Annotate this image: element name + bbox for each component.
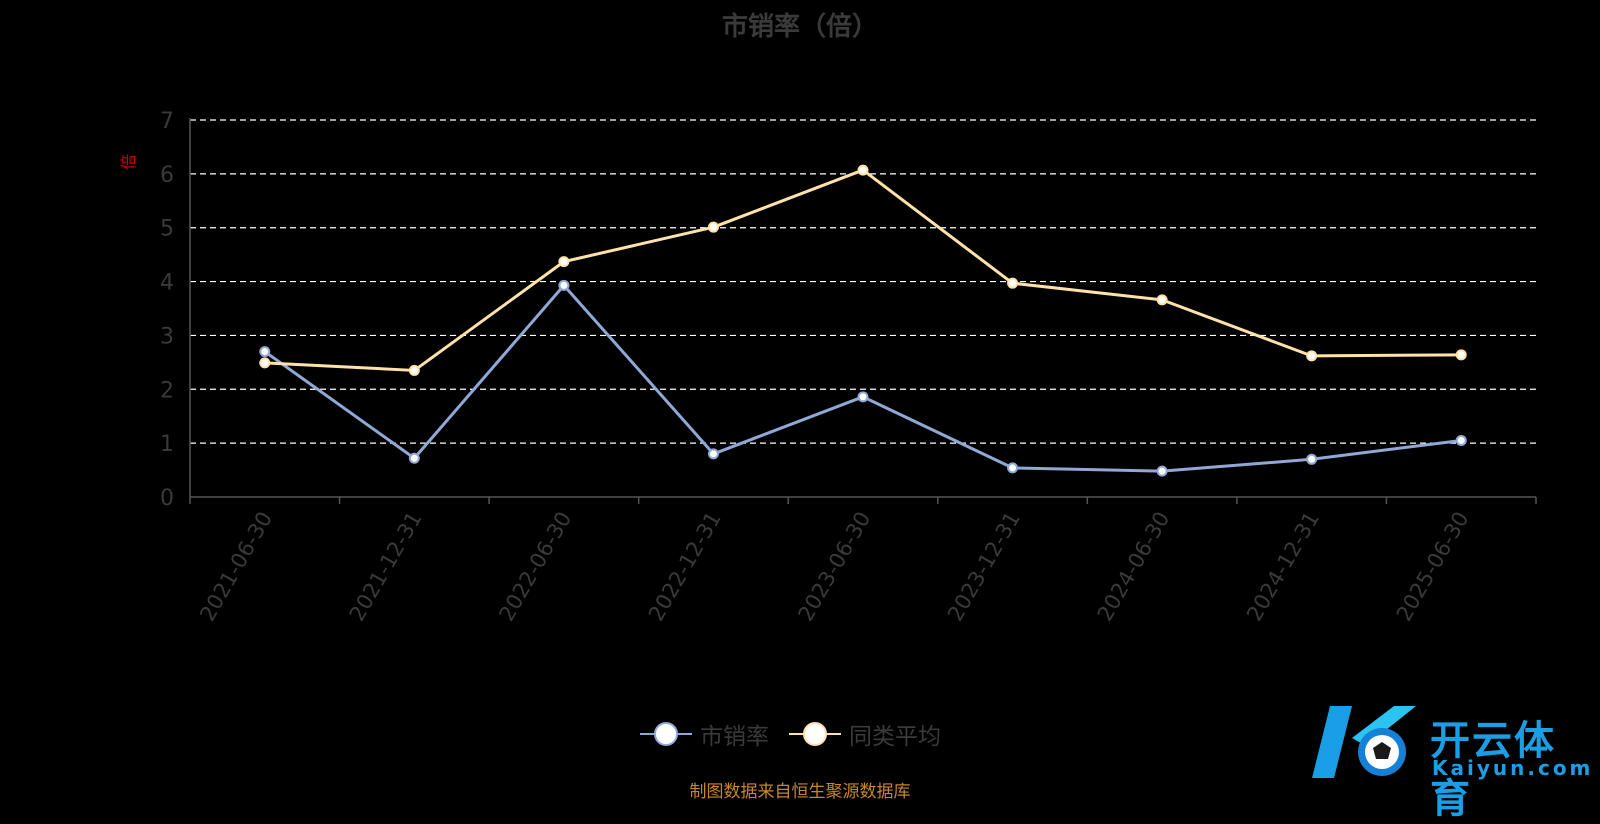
- watermark-logo: 开云体育 Kaiyun.com: [1312, 700, 1594, 822]
- y-tick-label: 1: [160, 432, 174, 457]
- series-2-point: [558, 256, 570, 268]
- series-2-point: [1455, 349, 1467, 361]
- y-tick-label: 3: [160, 324, 174, 349]
- series-1-point: [707, 448, 719, 460]
- legend-item-series-1[interactable]: 市销率: [640, 717, 769, 751]
- series-2-point: [1306, 350, 1318, 362]
- x-tick-label: 2021-12-31: [345, 508, 427, 626]
- y-tick-label: 7: [160, 109, 174, 134]
- series-2-point: [259, 357, 271, 369]
- series-1-point: [1306, 453, 1318, 465]
- legend-item-series-2[interactable]: 同类平均: [789, 717, 941, 751]
- series-1-point: [857, 391, 869, 403]
- x-tick-label: 2021-06-30: [195, 508, 277, 626]
- x-tick-label: 2023-12-31: [943, 508, 1025, 626]
- data-source-note: 制图数据来自恒生聚源数据库: [689, 782, 911, 802]
- series-1-point: [259, 346, 271, 358]
- x-tick-label: 2024-12-31: [1242, 508, 1324, 626]
- kaiyun-logo-icon: [1312, 706, 1416, 778]
- y-tick-label: 4: [160, 271, 174, 296]
- series-2-point: [707, 221, 719, 233]
- series-1-point: [1007, 462, 1019, 474]
- y-tick-label: 0: [160, 486, 174, 511]
- y-tick-label: 6: [160, 163, 174, 188]
- series-2-point: [857, 164, 869, 176]
- x-tick-label: 2022-12-31: [644, 508, 726, 626]
- watermark-name-en: Kaiyun.com: [1432, 756, 1594, 780]
- series-1-point: [1156, 465, 1168, 477]
- y-tick-label: 2: [160, 378, 174, 403]
- chart-canvas: 0 1 2 3 4 5 6 7 倍 2021-06-30 2021-12-31 2022-06-30 2…: [119, 109, 1537, 626]
- chart-title: 市销率（倍）: [721, 12, 878, 42]
- x-tick-label: 2022-06-30: [494, 508, 576, 626]
- y-tick-label: 5: [160, 217, 174, 242]
- legend-swatch-series-2: [789, 720, 841, 748]
- legend-label-series-2: 同类平均: [849, 724, 941, 750]
- series-line-2: [264, 168, 1462, 372]
- series-2-point: [1156, 294, 1168, 306]
- series-1-point: [558, 279, 570, 291]
- series-1-point: [1455, 434, 1467, 446]
- y-axis-label: 倍: [119, 154, 138, 170]
- legend-label-series-1: 市销率: [700, 724, 769, 750]
- series-2-point: [1007, 277, 1019, 289]
- series-2-point: [408, 364, 420, 376]
- x-tick-label: 2023-06-30: [794, 508, 876, 626]
- x-tick-label: 2024-06-30: [1093, 508, 1175, 626]
- series-1-point: [408, 452, 420, 464]
- legend-swatch-series-1: [640, 720, 692, 748]
- legend: 市销率 同类平均: [640, 716, 961, 752]
- x-tick-label: 2025-06-30: [1392, 508, 1474, 626]
